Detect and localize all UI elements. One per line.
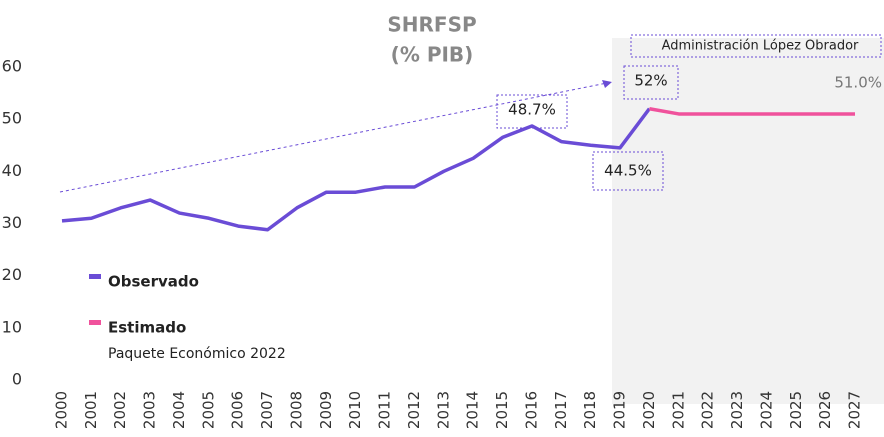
x-tick-label: 2003 — [141, 391, 159, 429]
x-tick-label: 2016 — [522, 391, 540, 429]
x-tick-label: 2011 — [376, 391, 394, 429]
x-tick-label: 2012 — [405, 391, 423, 429]
x-tick-label: 2024 — [757, 391, 775, 429]
x-tick-label: 2015 — [493, 391, 511, 429]
x-tick-label: 2019 — [611, 391, 629, 429]
chart-subtitle: (% PIB) — [391, 43, 474, 67]
x-tick-label: 2009 — [317, 391, 335, 429]
y-tick-label: 0 — [12, 370, 22, 389]
annotation: Administración López Obrador — [662, 39, 859, 54]
x-tick-label: 2013 — [434, 391, 452, 429]
x-tick-label: 2018 — [581, 391, 599, 429]
x-tick-label: 2021 — [669, 391, 687, 429]
annotation: 44.5% — [604, 162, 652, 180]
x-tick-label: 2002 — [111, 391, 129, 429]
y-tick-label: 50 — [2, 109, 22, 128]
x-tick-label: 2004 — [170, 391, 188, 429]
y-tick-label: 60 — [2, 57, 22, 76]
x-tick-label: 2022 — [699, 391, 717, 429]
x-tick-label: 2001 — [82, 391, 100, 429]
y-tick-label: 40 — [2, 161, 22, 180]
y-tick-label: 30 — [2, 213, 22, 232]
annotation: 51.0% — [834, 74, 882, 92]
annotation-box — [592, 151, 664, 191]
chart-title: SHRFSP — [387, 13, 476, 37]
administration-shade — [612, 38, 884, 404]
x-tick-label: 2026 — [816, 391, 834, 429]
x-tick-label: 2017 — [552, 391, 570, 429]
annotation: 48.7% — [508, 101, 556, 119]
annotation-box — [630, 34, 882, 58]
annotation-box — [623, 65, 679, 100]
series-line — [61, 107, 651, 232]
trend-arrow — [59, 81, 613, 193]
x-tick-label: 2025 — [787, 391, 805, 429]
legend-swatch — [89, 320, 101, 325]
legend-note: Paquete Económico 2022 — [108, 346, 286, 362]
x-tick-label: 2008 — [287, 391, 305, 429]
legend-swatch — [89, 274, 101, 279]
x-tick-label: 2005 — [199, 391, 217, 429]
annotation: 52% — [634, 72, 667, 90]
x-tick-label: 2007 — [258, 391, 276, 429]
arrow-head — [602, 80, 612, 88]
y-tick-label: 20 — [2, 265, 22, 284]
x-tick-label: 2023 — [728, 391, 746, 429]
legend-label: Observado — [108, 273, 199, 291]
x-tick-label: 2020 — [640, 391, 658, 429]
x-tick-label: 2006 — [229, 391, 247, 429]
x-tick-label: 2010 — [346, 391, 364, 429]
x-tick-label: 2014 — [464, 391, 482, 429]
x-tick-label: 2000 — [53, 391, 71, 429]
annotation-box — [496, 94, 568, 129]
x-tick-label: 2027 — [846, 391, 864, 429]
series-line — [649, 107, 855, 116]
legend-label: Estimado — [108, 319, 186, 337]
y-tick-label: 10 — [2, 317, 22, 336]
